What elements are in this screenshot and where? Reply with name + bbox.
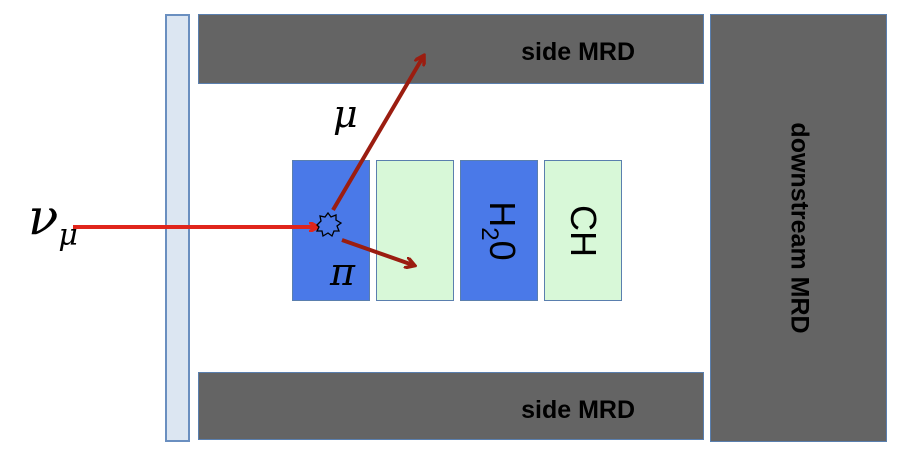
water-target: H20 [460, 160, 538, 301]
side-mrd-top-label: side MRD [521, 38, 635, 66]
pion-track-arrow [341, 238, 413, 265]
downstream-mrd: downstream MRD [710, 14, 887, 442]
muon-track-arrow [331, 57, 423, 212]
muon-label: μ [333, 92, 358, 136]
pion-label: π [330, 250, 355, 294]
side-mrd-bottom-label: side MRD [521, 396, 635, 424]
interaction-vertex-icon [315, 211, 343, 238]
scintillator-target-1 [376, 160, 454, 301]
side-mrd-top: side MRD [198, 14, 704, 84]
scintillator-target-2: CH [544, 160, 622, 301]
neutrino-label: νμ [28, 188, 78, 253]
side-mrd-bottom: side MRD [198, 372, 704, 440]
